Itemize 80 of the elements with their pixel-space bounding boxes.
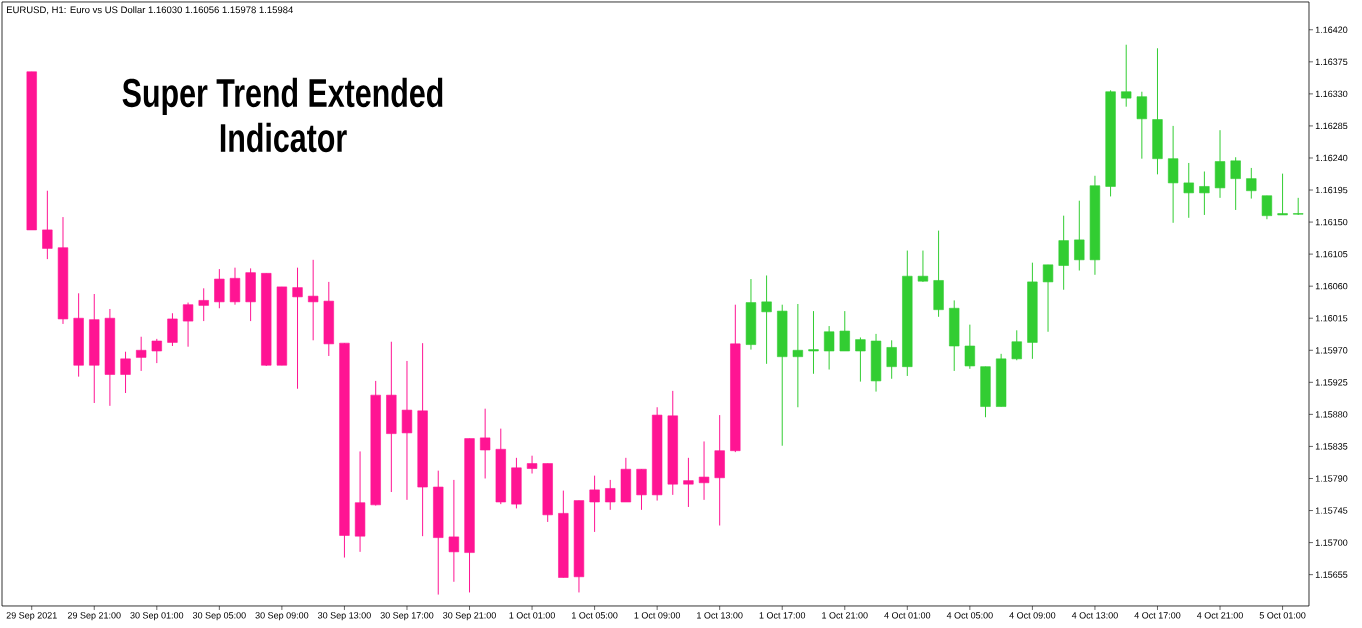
y-tick-label: 1.16105 <box>1315 250 1348 258</box>
candlestick <box>808 310 819 375</box>
candlestick <box>1261 195 1273 220</box>
x-tick-label: 4 Oct 21:00 <box>1196 612 1243 619</box>
y-tick-label: 1.16060 <box>1315 282 1348 290</box>
candlestick <box>214 268 225 309</box>
y-tick-label: 1.15835 <box>1315 443 1348 450</box>
x-tick-label: 4 Oct 05:00 <box>946 612 993 619</box>
x-tick-label: 4 Oct 01:00 <box>884 612 931 619</box>
candlestick <box>605 479 616 511</box>
y-tick-label: 1.16150 <box>1315 218 1348 226</box>
y-tick-label: 1.15745 <box>1315 507 1348 514</box>
candlestick <box>1183 162 1194 219</box>
candlestick <box>855 336 866 383</box>
candlestick <box>308 259 319 341</box>
x-tick-label: 4 Oct 17:00 <box>1134 612 1181 619</box>
candlestick <box>839 310 850 352</box>
x-tick-label: 1 Oct 01:00 <box>509 612 555 619</box>
candlestick <box>1136 91 1147 160</box>
y-tick-label: 1.15925 <box>1315 379 1348 386</box>
candlestick <box>1246 167 1257 200</box>
y-tick-label: 1.16420 <box>1315 26 1348 33</box>
candlestick <box>526 455 538 474</box>
x-tick-label: 1 Oct 17:00 <box>759 612 806 619</box>
x-tick-label: 1 Oct 09:00 <box>634 612 681 619</box>
y-tick-label: 1.16240 <box>1315 154 1348 162</box>
x-tick-label: 5 Oct 01:00 <box>1259 612 1306 619</box>
x-tick-label: 30 Sep 05:00 <box>192 612 246 621</box>
candlestick <box>1277 173 1288 216</box>
candlestick <box>589 475 600 533</box>
x-tick-label: 29 Sep 2021 <box>6 612 57 621</box>
candlestick <box>1074 200 1085 272</box>
candlestick <box>198 287 209 322</box>
y-tick-label: 1.15700 <box>1315 539 1348 546</box>
text: Super Trend Extended Indicator <box>122 77 443 153</box>
candlestick <box>136 336 147 372</box>
candlestick <box>229 267 241 306</box>
candlestick <box>683 457 694 508</box>
x-tick-label: 29 Sep 21:00 <box>67 612 121 621</box>
candlestick <box>167 312 178 347</box>
candlestick <box>698 440 710 501</box>
candlestick <box>917 250 929 283</box>
candlestick <box>886 339 897 380</box>
candlestick <box>1230 156 1241 211</box>
candlestick <box>448 479 460 583</box>
x-tick-label: 30 Sep 09:00 <box>255 612 309 621</box>
y-tick-label: 1.16285 <box>1315 122 1348 130</box>
candlestick <box>1011 329 1022 361</box>
y-tick-label: 1.16195 <box>1315 186 1348 194</box>
candlestick <box>42 190 53 260</box>
x-tick-label: 30 Sep 21:00 <box>443 612 496 621</box>
y-tick-label: 1.16015 <box>1315 315 1348 322</box>
candlestick <box>151 338 162 364</box>
x-tick-label: 30 Sep 17:00 <box>380 612 434 621</box>
candlestick <box>1042 264 1054 333</box>
candlestick <box>401 360 413 501</box>
y-tick-label: 1.15655 <box>1315 571 1348 578</box>
x-tick-label: 1 Oct 13:00 <box>697 612 743 619</box>
candlestick <box>823 325 835 371</box>
x-tick-label: 1 Oct 05:00 <box>572 612 618 619</box>
candlestick <box>1121 44 1132 108</box>
candlestick <box>292 267 303 390</box>
x-tick-label: 30 Sep 01:00 <box>130 612 184 621</box>
candlestick <box>120 351 131 394</box>
x-tick-label: 30 Sep 13:00 <box>318 612 371 621</box>
candlestick <box>964 324 975 370</box>
y-tick-label: 1.15790 <box>1315 475 1348 482</box>
y-tick-label: 1.15970 <box>1315 347 1348 354</box>
candlestick <box>1199 171 1210 216</box>
candlestick <box>761 274 772 365</box>
candlestick <box>182 302 194 348</box>
x-tick-label: 4 Oct 09:00 <box>1009 612 1056 619</box>
x-tick-label: 4 Oct 13:00 <box>1071 612 1118 619</box>
x-tick-label: 1 Oct 21:00 <box>822 612 868 619</box>
annotation: EURUSD, H1: Euro vs US Dollar 1.16030 1.16056 1.15978 1.15984 <box>7 6 293 15</box>
candlestick <box>480 408 491 479</box>
candlestick <box>792 303 804 408</box>
y-tick-label: 1.16375 <box>1315 58 1348 66</box>
y-tick-label: 1.15880 <box>1315 411 1348 418</box>
y-tick-label: 1.16330 <box>1315 90 1348 98</box>
